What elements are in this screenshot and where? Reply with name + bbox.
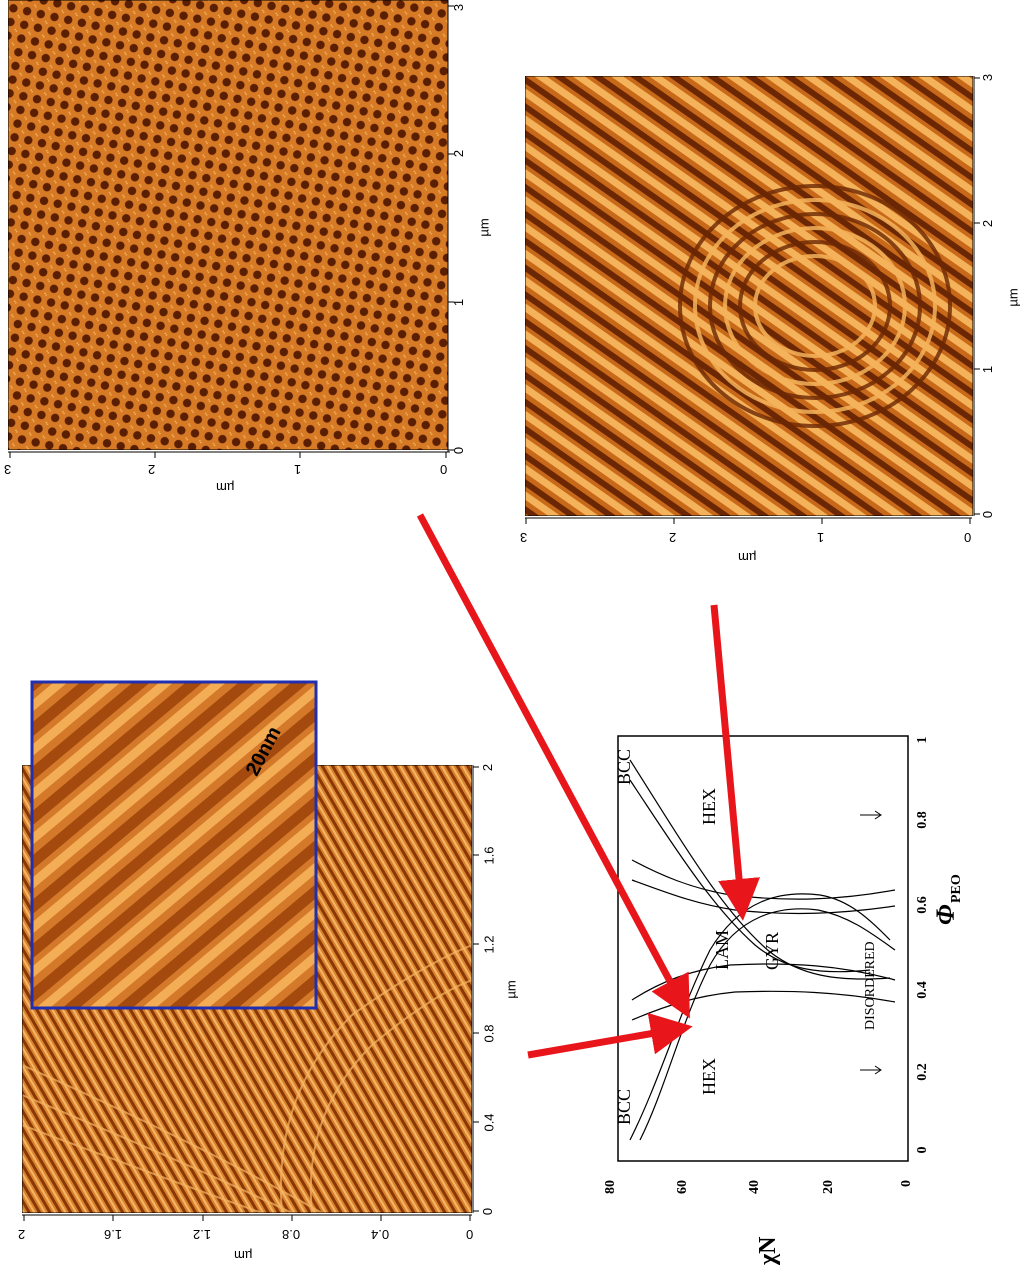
region-disordered: DISORDERED bbox=[863, 941, 878, 1030]
region-gyr: GYR bbox=[762, 932, 782, 970]
afm-top-right-axis-frame bbox=[447, 0, 454, 452]
afm-scan-fingerprint bbox=[525, 76, 973, 516]
arrow-to-lam bbox=[710, 604, 760, 921]
afm-inset-zoom bbox=[30, 680, 318, 1010]
x-tick-0.6: 0.6 bbox=[915, 896, 930, 914]
x-ticks: 0 0.2 0.4 0.6 0.8 1 bbox=[915, 737, 930, 1154]
x-tick-0: 0 bbox=[915, 1147, 930, 1154]
phase-diagram: BCC BCC HEX HEX LAM GYR DISORDERED 80 60… bbox=[603, 735, 960, 1265]
x-tick-0.8: 0.8 bbox=[915, 811, 930, 829]
afm-top-right-bottom-axis bbox=[8, 451, 450, 458]
x-axis-label-phi: Φ bbox=[931, 904, 960, 925]
afm-bottom-left-axis-frame bbox=[472, 765, 479, 1213]
y-tick-0: 0 bbox=[899, 1180, 914, 1187]
x-tick-0.4: 0.4 bbox=[915, 981, 930, 999]
afm-mid-right-bottom-axis bbox=[525, 517, 972, 524]
y-tick-80: 80 bbox=[603, 1180, 618, 1194]
region-hex-left: HEX bbox=[699, 1058, 719, 1095]
arrow-from-fine-lamellae bbox=[527, 1012, 693, 1059]
x-tick-0.2: 0.2 bbox=[915, 1063, 930, 1081]
region-hex-right: HEX bbox=[699, 788, 719, 825]
y-tick-40: 40 bbox=[747, 1180, 762, 1194]
afm-scan-dots bbox=[8, 0, 448, 450]
y-tick-20: 20 bbox=[821, 1180, 836, 1194]
region-bcc-right: BCC bbox=[614, 749, 634, 785]
phase-diagram-frame bbox=[617, 735, 909, 1162]
y-ticks: 80 60 40 20 0 bbox=[603, 1180, 914, 1194]
x-tick-1: 1 bbox=[915, 737, 930, 744]
x-axis-label: Φ PEO bbox=[931, 874, 960, 925]
y-axis-label: χN bbox=[755, 1236, 781, 1265]
x-axis-label-subscript: PEO bbox=[949, 874, 960, 903]
afm-bottom-left-bottom-axis bbox=[22, 1214, 472, 1221]
region-bcc-left: BCC bbox=[614, 1089, 634, 1125]
afm-mid-right-axis-frame bbox=[973, 76, 980, 516]
region-lam: LAM bbox=[712, 930, 732, 970]
y-tick-60: 60 bbox=[675, 1180, 690, 1194]
arrow-to-hex-from-dots bbox=[416, 513, 690, 1019]
